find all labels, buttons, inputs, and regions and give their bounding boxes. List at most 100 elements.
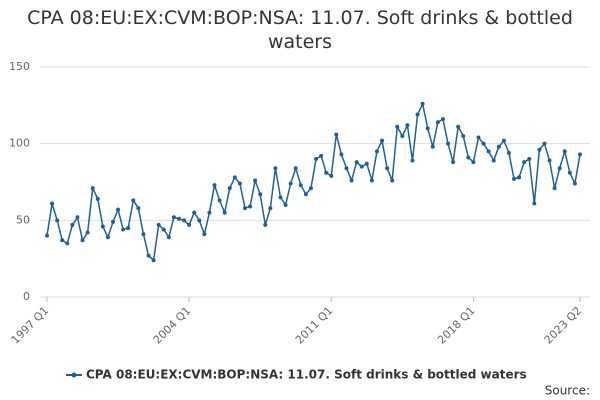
point	[227, 186, 232, 191]
point	[334, 132, 339, 137]
point	[136, 206, 141, 211]
point	[303, 192, 308, 197]
x-tick-label: 1997 Q1	[9, 304, 52, 347]
point	[471, 160, 476, 165]
point	[567, 170, 572, 175]
point	[354, 160, 359, 165]
point	[395, 124, 400, 129]
legend-label: CPA 08:EU:EX:CVM:BOP:NSA: 11.07. Soft dr…	[86, 368, 527, 382]
x-tick-label: 2004 Q1	[151, 304, 194, 347]
point	[197, 218, 202, 223]
point	[248, 204, 253, 209]
point	[572, 181, 577, 186]
point	[70, 222, 75, 227]
y-tick-label: 50	[16, 213, 30, 226]
point	[151, 258, 156, 263]
point	[405, 123, 410, 128]
point	[461, 134, 466, 138]
point	[557, 166, 562, 171]
point	[329, 173, 334, 178]
point	[131, 198, 136, 203]
y-tick-label: 0	[23, 290, 30, 303]
point	[288, 181, 293, 186]
point	[501, 138, 506, 143]
point	[258, 192, 263, 197]
point	[359, 164, 364, 169]
point	[562, 149, 567, 154]
point	[80, 238, 85, 243]
point	[552, 186, 557, 191]
point	[141, 232, 146, 237]
point	[100, 224, 105, 229]
point	[446, 141, 451, 146]
point	[542, 141, 547, 146]
point	[491, 158, 496, 163]
point	[171, 215, 176, 220]
point	[166, 235, 171, 240]
point	[486, 149, 491, 154]
point	[192, 210, 197, 215]
point	[344, 166, 349, 171]
point	[400, 134, 405, 138]
point	[90, 186, 95, 191]
source: Source:	[545, 384, 590, 398]
point	[506, 150, 511, 155]
point	[532, 201, 537, 206]
point	[349, 178, 354, 183]
point	[466, 155, 471, 160]
point	[512, 176, 517, 181]
legend-marker	[71, 372, 77, 378]
point	[283, 203, 288, 207]
point	[339, 152, 344, 157]
point	[385, 166, 390, 171]
point	[161, 227, 166, 232]
point	[232, 175, 237, 180]
point	[278, 195, 283, 200]
x-tick-label: 2018 Q1	[435, 304, 478, 347]
point	[425, 126, 430, 131]
point	[324, 170, 329, 175]
point	[237, 181, 242, 186]
point	[537, 147, 542, 152]
point	[390, 178, 395, 183]
point	[60, 238, 65, 243]
point	[476, 135, 481, 140]
point	[207, 210, 212, 215]
point	[578, 152, 582, 157]
point	[202, 232, 207, 237]
x-tick-label: 2011 Q1	[293, 304, 336, 347]
point	[273, 166, 278, 171]
point	[105, 235, 110, 240]
point	[440, 117, 445, 122]
point	[430, 144, 435, 149]
point	[380, 138, 385, 143]
point	[126, 226, 131, 230]
point	[522, 160, 527, 165]
point	[187, 222, 192, 227]
point	[314, 157, 319, 161]
point	[374, 149, 379, 154]
point	[182, 218, 187, 223]
point	[146, 253, 151, 258]
point	[263, 222, 268, 227]
point	[319, 153, 324, 158]
y-tick-label: 100	[9, 137, 30, 150]
point	[85, 230, 90, 235]
point	[308, 186, 313, 191]
series-line	[46, 101, 581, 262]
point	[410, 158, 415, 163]
point	[95, 196, 100, 201]
point	[420, 101, 425, 106]
point	[496, 144, 501, 149]
point	[217, 198, 222, 203]
chart-title: CPA 08:EU:EX:CVM:BOP:NSA: 11.07. Soft dr…	[27, 7, 573, 53]
point	[45, 233, 49, 238]
point	[75, 215, 80, 220]
point	[50, 201, 55, 206]
point	[268, 206, 273, 211]
point	[116, 207, 121, 212]
point	[222, 210, 227, 215]
point	[293, 166, 298, 171]
